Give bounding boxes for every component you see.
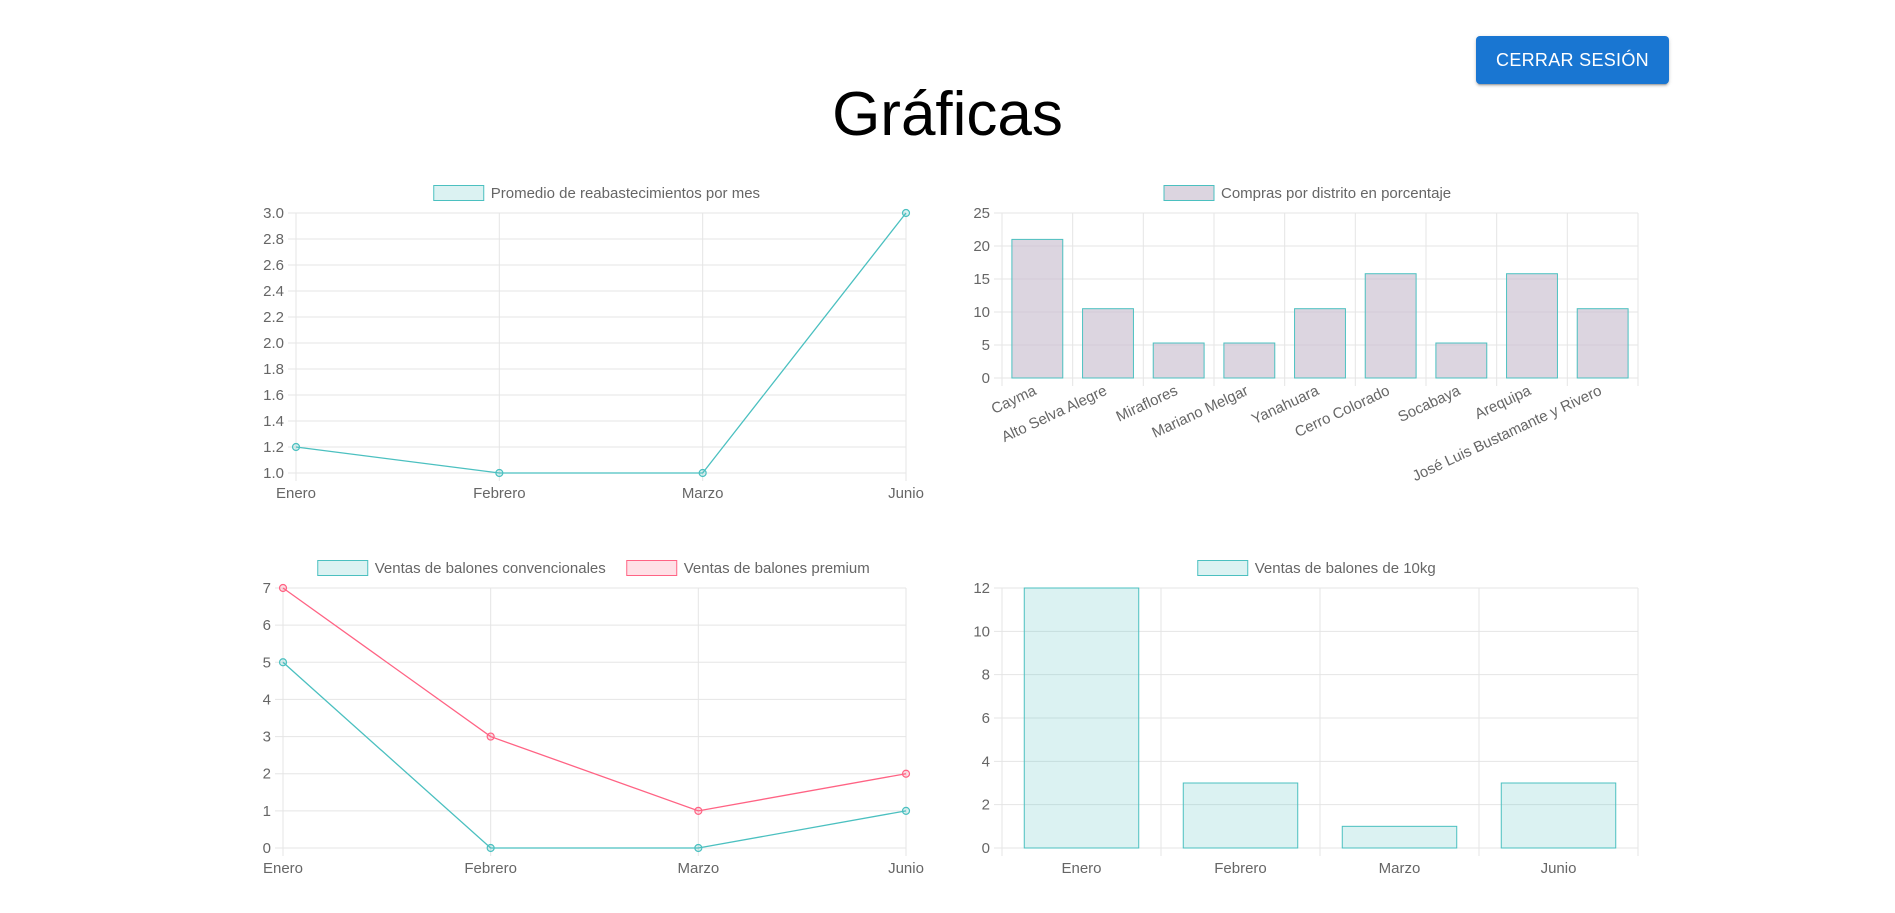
y-tick-label: 3.0	[263, 205, 284, 222]
y-tick-label: 4	[263, 691, 271, 708]
x-tick-label: Marzo	[1379, 860, 1421, 877]
legend-swatch	[1163, 185, 1215, 201]
bar	[1011, 238, 1064, 379]
data-point	[278, 658, 288, 667]
y-tick-label: 12	[973, 580, 990, 597]
y-tick-label: 1.2	[263, 439, 284, 456]
series-line	[295, 212, 907, 474]
y-tick-label: 2.0	[263, 335, 284, 352]
y-tick-label: 6	[982, 710, 990, 727]
y-tick-label: 7	[263, 580, 271, 597]
legend-swatch	[317, 560, 369, 576]
data-point	[291, 442, 301, 452]
logout-button[interactable]: CERRAR SESIÓN	[1476, 36, 1669, 84]
y-tick-label: 2	[263, 766, 271, 783]
x-tick-label: Enero	[276, 485, 316, 502]
x-tick-label: Enero	[263, 860, 303, 877]
bar	[1223, 342, 1276, 379]
legend-label: Compras por distrito en porcentaje	[1221, 185, 1451, 202]
data-point	[694, 843, 703, 853]
y-tick-label: 2.8	[263, 231, 284, 248]
legend-swatch	[1197, 560, 1249, 576]
data-point	[698, 468, 707, 478]
bar	[1152, 342, 1205, 379]
legend-swatch	[626, 560, 678, 576]
legend-label: Ventas de balones premium	[684, 560, 870, 577]
bar	[1023, 587, 1140, 849]
x-tick-label: Febrero	[1214, 860, 1267, 877]
y-tick-label: 1.8	[263, 361, 284, 378]
legend-swatch	[433, 185, 485, 201]
legend-label: Ventas de balones de 10kg	[1255, 560, 1436, 577]
data-point	[694, 806, 703, 815]
y-tick-label: 5	[982, 337, 990, 354]
bar	[1576, 308, 1629, 379]
y-tick-label: 15	[973, 271, 990, 288]
x-tick-label: Junio	[888, 860, 924, 877]
y-tick-label: 1.4	[263, 413, 284, 430]
bar	[1506, 273, 1558, 379]
bar	[1364, 273, 1417, 379]
y-tick-label: 1.6	[263, 387, 284, 404]
data-point	[486, 732, 495, 741]
y-tick-label: 0	[982, 370, 990, 387]
page-title: Gráficas	[832, 80, 1063, 149]
data-point	[901, 769, 911, 778]
bar	[1435, 342, 1488, 379]
legend-label: Ventas de balones convencionales	[375, 560, 606, 577]
y-tick-label: 25	[973, 205, 990, 222]
x-tick-label: Enero	[1061, 860, 1101, 877]
y-tick-label: 20	[973, 238, 990, 255]
legend-label: Promedio de reabastecimientos por mes	[491, 185, 760, 202]
y-tick-label: 0	[263, 840, 271, 857]
x-tick-label: Junio	[1541, 860, 1577, 877]
x-tick-label: Febrero	[473, 485, 526, 502]
y-tick-label: 5	[263, 654, 271, 671]
y-tick-label: 2	[982, 797, 990, 814]
data-point	[278, 583, 288, 593]
x-tick-label: Junio	[888, 485, 924, 502]
x-tick-label: Febrero	[464, 860, 517, 877]
bar	[1082, 308, 1134, 379]
y-tick-label: 10	[973, 623, 990, 640]
data-point	[901, 806, 911, 815]
bar	[1500, 782, 1617, 849]
y-tick-label: 1.0	[263, 465, 284, 482]
x-tick-label: Marzo	[677, 860, 719, 877]
data-point	[486, 843, 495, 853]
y-tick-label: 10	[973, 304, 990, 321]
data-point	[901, 208, 911, 218]
y-tick-label: 1	[263, 803, 271, 820]
bar	[1182, 782, 1299, 849]
series-line	[282, 661, 907, 849]
bar	[1294, 308, 1346, 379]
bar	[1341, 825, 1458, 849]
y-tick-label: 6	[263, 617, 271, 634]
y-tick-label: 8	[982, 667, 990, 684]
y-tick-label: 3	[263, 729, 271, 746]
y-tick-label: 2.2	[263, 309, 284, 326]
data-point	[495, 468, 504, 478]
series-line	[282, 587, 907, 812]
y-tick-label: 2.6	[263, 257, 284, 274]
y-tick-label: 4	[982, 753, 990, 770]
x-tick-label: Marzo	[682, 485, 724, 502]
y-tick-label: 2.4	[263, 283, 284, 300]
y-tick-label: 0	[982, 840, 990, 857]
